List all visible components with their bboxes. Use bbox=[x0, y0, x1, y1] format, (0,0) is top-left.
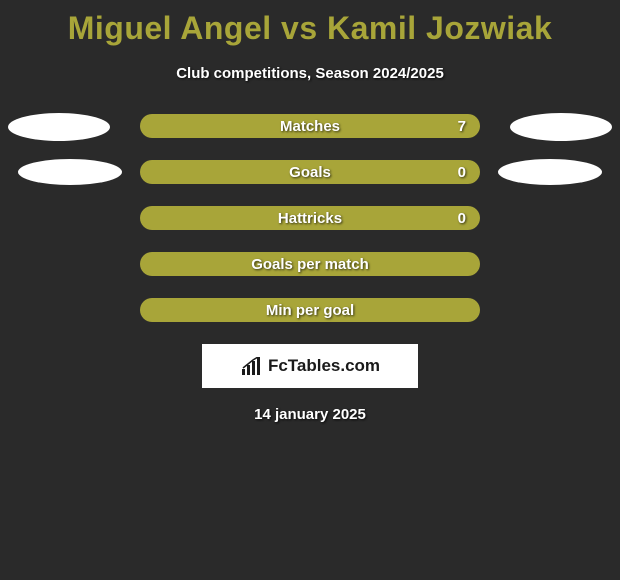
source-badge[interactable]: FcTables.com bbox=[202, 344, 418, 388]
left-value-ellipse bbox=[8, 113, 110, 141]
stat-row: Min per goal bbox=[0, 298, 620, 322]
stat-value: 7 bbox=[458, 118, 466, 135]
stat-bar: Goals per match bbox=[140, 252, 480, 276]
stat-bar: Min per goal bbox=[140, 298, 480, 322]
page-title: Miguel Angel vs Kamil Jozwiak bbox=[0, 0, 620, 47]
right-value-ellipse bbox=[510, 113, 612, 141]
stat-row: Goals per match bbox=[0, 252, 620, 276]
stat-label: Min per goal bbox=[266, 302, 354, 319]
stat-value: 0 bbox=[458, 164, 466, 181]
chart-icon bbox=[240, 357, 264, 375]
badge-logo: FcTables.com bbox=[240, 356, 380, 376]
stat-label: Goals bbox=[289, 164, 331, 181]
stat-label: Goals per match bbox=[251, 256, 369, 273]
stat-bar: Hattricks 0 bbox=[140, 206, 480, 230]
stat-bar: Matches 7 bbox=[140, 114, 480, 138]
date-label: 14 january 2025 bbox=[0, 406, 620, 423]
stat-label: Matches bbox=[280, 118, 340, 135]
stat-label: Hattricks bbox=[278, 210, 342, 227]
stat-value: 0 bbox=[458, 210, 466, 227]
stats-container: Matches 7 Goals 0 Hattricks 0 Goals per … bbox=[0, 114, 620, 322]
subtitle: Club competitions, Season 2024/2025 bbox=[0, 65, 620, 82]
stat-row: Hattricks 0 bbox=[0, 206, 620, 230]
stat-bar: Goals 0 bbox=[140, 160, 480, 184]
badge-text: FcTables.com bbox=[268, 356, 380, 376]
left-value-ellipse bbox=[18, 159, 122, 185]
stat-row: Goals 0 bbox=[0, 160, 620, 184]
right-value-ellipse bbox=[498, 159, 602, 185]
stat-row: Matches 7 bbox=[0, 114, 620, 138]
